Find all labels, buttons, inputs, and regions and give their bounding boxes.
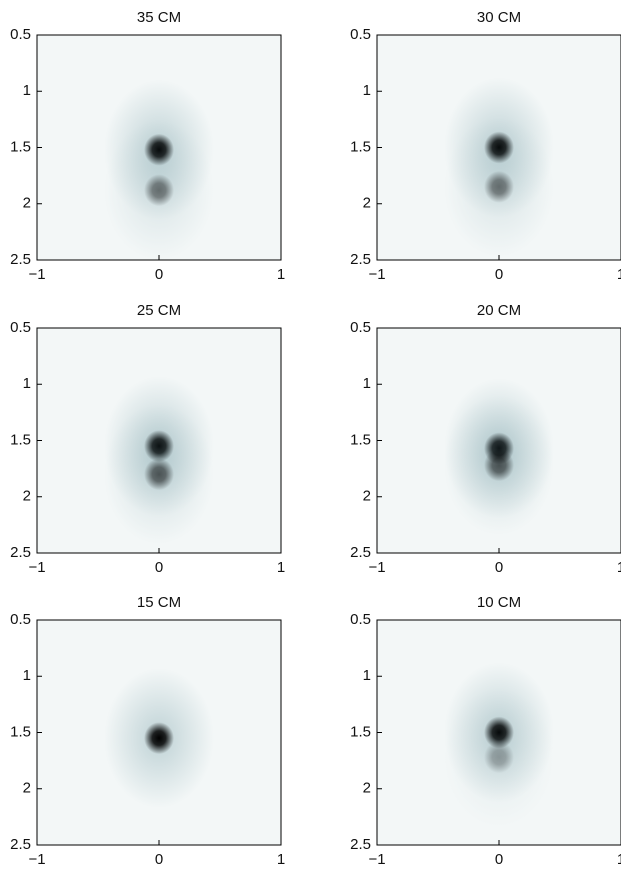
panel-title: 20 CM (477, 302, 521, 319)
x-tick-label: −1 (28, 266, 45, 283)
intensity-spot (144, 722, 174, 755)
y-tick-label: 1.5 (10, 138, 31, 155)
panel-title: 30 CM (477, 9, 521, 26)
intensity-spot (484, 449, 514, 482)
y-tick-label: 2 (23, 488, 31, 505)
x-tick-label: −1 (28, 851, 45, 868)
intensity-spot (484, 170, 514, 203)
panel-title: 10 CM (477, 594, 521, 611)
y-tick-label: 2 (363, 488, 371, 505)
y-tick-label: 1.5 (350, 138, 371, 155)
x-tick-label: 0 (495, 851, 503, 868)
y-tick-label: 0.5 (350, 319, 371, 336)
y-tick-label: 1 (363, 667, 371, 684)
y-tick-label: 0.5 (350, 26, 371, 43)
x-tick-label: −1 (368, 266, 385, 283)
panel-title: 25 CM (137, 302, 181, 319)
x-tick-label: −1 (28, 559, 45, 576)
y-tick-label: 1 (23, 375, 31, 392)
y-tick-label: 1 (363, 375, 371, 392)
x-tick-label: 1 (617, 266, 621, 283)
y-tick-label: 1.5 (350, 431, 371, 448)
x-tick-label: 0 (495, 559, 503, 576)
x-tick-label: 1 (277, 851, 285, 868)
x-tick-label: 0 (155, 559, 163, 576)
x-tick-label: −1 (368, 559, 385, 576)
x-tick-label: 1 (277, 559, 285, 576)
y-tick-label: 2 (363, 195, 371, 212)
y-tick-label: 2 (23, 780, 31, 797)
x-tick-label: 0 (155, 851, 163, 868)
intensity-spot (144, 458, 174, 491)
y-tick-label: 0.5 (10, 611, 31, 628)
x-tick-label: 0 (495, 266, 503, 283)
y-tick-label: 2.5 (350, 544, 371, 561)
y-tick-label: 0.5 (350, 611, 371, 628)
y-tick-label: 2.5 (10, 836, 31, 853)
panel-title: 35 CM (137, 9, 181, 26)
y-tick-label: 1.5 (350, 723, 371, 740)
y-tick-label: 0.5 (10, 319, 31, 336)
y-tick-label: 2.5 (10, 544, 31, 561)
y-tick-label: 2 (23, 195, 31, 212)
intensity-spot (144, 174, 174, 207)
y-tick-label: 1 (23, 667, 31, 684)
intensity-spot (484, 741, 514, 774)
y-tick-label: 2.5 (10, 251, 31, 268)
y-tick-label: 1.5 (10, 431, 31, 448)
y-tick-label: 2 (363, 780, 371, 797)
panel-title: 15 CM (137, 594, 181, 611)
x-tick-label: 1 (617, 559, 621, 576)
y-tick-label: 1 (23, 82, 31, 99)
y-tick-label: 1 (363, 82, 371, 99)
x-tick-label: 0 (155, 266, 163, 283)
x-tick-label: 1 (277, 266, 285, 283)
x-tick-label: −1 (368, 851, 385, 868)
x-tick-label: 1 (617, 851, 621, 868)
y-tick-label: 0.5 (10, 26, 31, 43)
y-tick-label: 2.5 (350, 251, 371, 268)
y-tick-label: 1.5 (10, 723, 31, 740)
y-tick-label: 2.5 (350, 836, 371, 853)
